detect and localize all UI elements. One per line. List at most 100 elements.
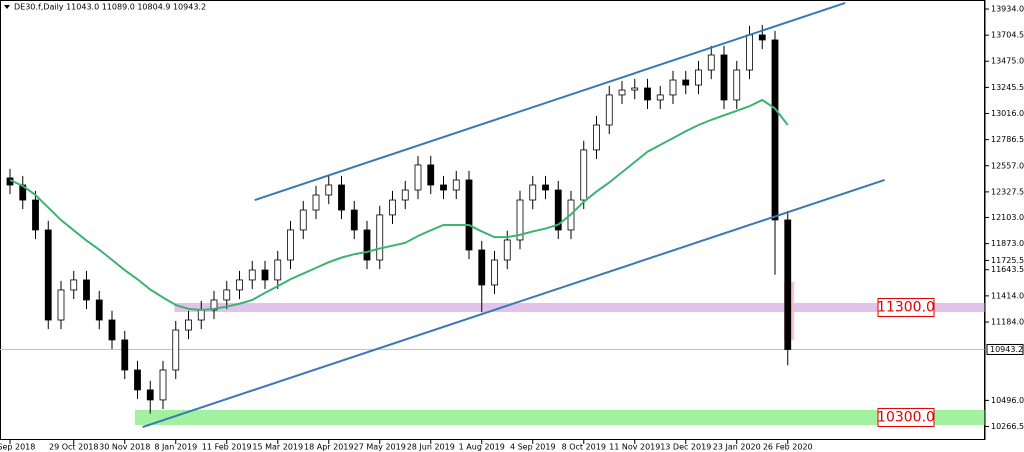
candle-body [516,199,524,241]
candle-body [159,369,167,401]
x-tick-label: 27 May 2019 [354,443,406,452]
candle [605,85,613,135]
candle [644,78,651,110]
candle-body [452,179,460,191]
candle-body [338,184,345,211]
candle [516,190,524,250]
candle-body [210,299,218,311]
candle-body [593,124,600,151]
candle [618,80,626,105]
x-tick-label: 15 Mar 2019 [252,443,303,452]
y-tick-label: 10496.0 [991,396,1024,405]
y-tick-label: 12786.5 [991,135,1024,144]
trendline [142,179,885,428]
candle-body [121,339,129,371]
candle [580,140,588,210]
x-tick-label: 28 Jun 2019 [407,443,455,452]
candle-body [261,269,269,281]
candle-body [363,229,371,261]
candle-body [312,194,320,211]
x-tick-label: 26 Feb 2020 [763,443,813,452]
x-tick-label: 30 Nov 2018 [99,443,150,452]
candle [389,190,396,225]
x-tick-label: 18 Apr 2019 [304,443,353,452]
y-tick-label: 11873.0 [991,239,1024,248]
candle [631,78,639,100]
candle [248,260,256,290]
candle [554,180,562,240]
candle-body [695,69,702,86]
zone-label: 11300.0 [877,299,935,315]
candle-body [401,189,409,201]
candle-body [554,189,562,231]
candle [682,70,690,95]
candle-body [631,87,639,91]
x-tick-label: 4 Sep 2019 [510,443,556,452]
candle-body [771,39,779,221]
candle-body [274,259,282,281]
candle-body [644,87,651,101]
candle [159,360,167,410]
candle [669,70,677,105]
candle-body [758,34,766,41]
candle-body [350,209,358,231]
candle [733,60,741,110]
candle [44,220,52,330]
candle-body [70,279,78,291]
x-tick-label: 13 Dec 2019 [660,443,711,452]
last-price-label: 10943.2 [990,345,1023,354]
x-tick-label: 1 Aug 2019 [459,443,505,452]
candle [491,250,498,295]
candle-body [478,249,486,286]
candle-body [414,164,422,191]
candle-body [491,259,498,286]
candle [363,220,371,270]
candle-body [299,209,307,231]
candle [134,360,141,400]
candle [401,180,409,210]
candle-body [682,79,690,86]
candle [70,270,78,300]
candle-body [223,289,231,301]
plot-frame [0,0,985,440]
candle-body [707,54,715,71]
candle [593,115,600,160]
candle-body [465,179,473,251]
candle [656,85,664,110]
moving-average [9,98,789,311]
x-tick-label: 11 Nov 2019 [609,443,660,452]
candle [146,380,154,414]
x-tick-label: 23 Jan 2020 [713,443,761,452]
price-zone [134,409,985,425]
candle-body [146,389,154,401]
candle-body [32,199,39,231]
candle [771,30,779,275]
x-tick-label: 24 Sep 2018 [0,443,35,452]
candle [261,260,269,290]
candle-body [44,229,52,321]
candle [95,290,103,330]
candle-body [108,319,116,341]
candle [529,175,537,210]
candle [707,45,715,80]
candle [325,175,333,205]
candle [338,175,345,220]
candle [312,185,320,220]
y-tick-label: 12327.5 [991,187,1024,196]
y-tick-label: 11643.5 [991,265,1024,274]
x-tick-label: 11 Feb 2019 [202,443,252,452]
candle [427,155,435,195]
candle-body [57,289,65,321]
chart-title: DE30.f,Daily 11043.0 11089.0 10804.9 109… [14,3,206,12]
last-price-box [986,343,1024,355]
candle-body [427,164,435,186]
candle-body [134,369,141,391]
candle-body [248,269,256,281]
candle [758,24,766,50]
candle [185,310,192,340]
candle [121,330,129,380]
candle [350,200,358,240]
candle-body [325,184,333,196]
candle-body [618,89,626,96]
